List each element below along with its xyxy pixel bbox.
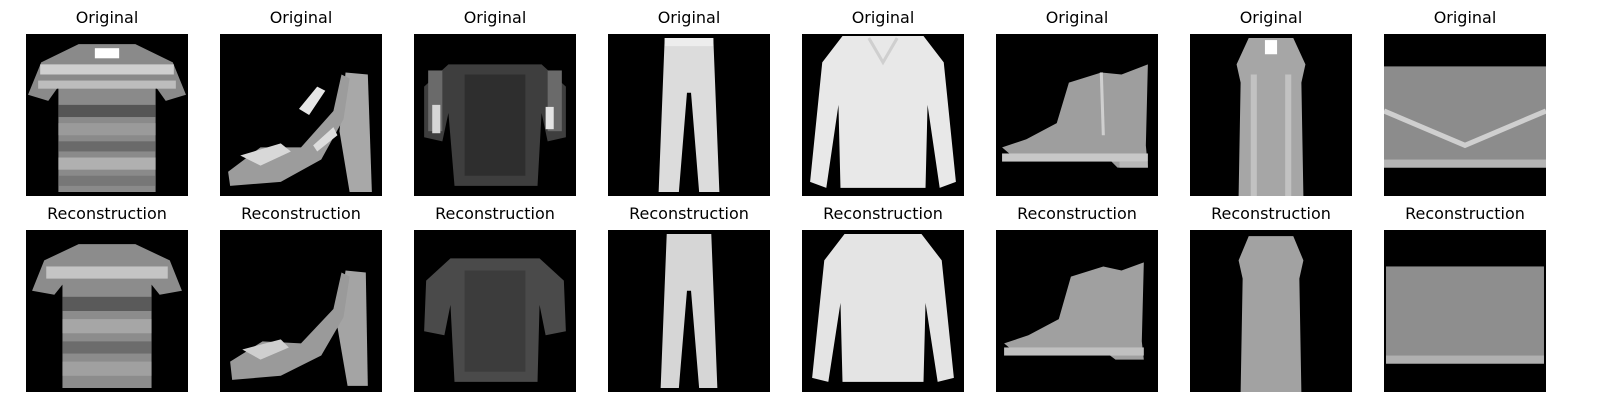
pullover-icon xyxy=(810,36,956,188)
reconstruction-panel-8: Reconstruction xyxy=(1384,196,1546,392)
panel-title: Original xyxy=(1433,8,1497,27)
ankle-boot-icon xyxy=(1004,262,1144,360)
reconstruction-panel-2: Reconstruction xyxy=(220,196,382,392)
original-row: Original Original xyxy=(0,0,1600,196)
reconstruction-image-6 xyxy=(996,230,1158,392)
reconstruction-panel-4: Reconstruction xyxy=(608,196,770,392)
original-image-8 xyxy=(1384,34,1546,196)
sandal-icon xyxy=(228,72,372,192)
panel-title: Original xyxy=(463,8,527,27)
original-image-4 xyxy=(608,34,770,196)
original-panel-1: Original xyxy=(26,0,188,196)
panel-title: Reconstruction xyxy=(823,204,943,223)
reconstruction-image-1 xyxy=(26,230,188,392)
bag-icon xyxy=(1386,266,1544,364)
pullover-icon xyxy=(812,234,954,382)
original-panel-8: Original xyxy=(1384,0,1546,196)
panel-title: Reconstruction xyxy=(629,204,749,223)
reconstruction-image-8 xyxy=(1384,230,1546,392)
reconstruction-image-4 xyxy=(608,230,770,392)
panel-title: Reconstruction xyxy=(1017,204,1137,223)
original-image-7 xyxy=(1190,34,1352,196)
dress-icon xyxy=(1236,38,1306,196)
original-image-5 xyxy=(802,34,964,196)
original-panel-4: Original xyxy=(608,0,770,196)
original-image-1 xyxy=(26,34,188,196)
reconstruction-image-2 xyxy=(220,230,382,392)
original-image-3 xyxy=(414,34,576,196)
panel-title: Original xyxy=(1045,8,1109,27)
panel-title: Original xyxy=(1239,8,1303,27)
panel-title: Reconstruction xyxy=(435,204,555,223)
panel-title: Reconstruction xyxy=(1405,204,1525,223)
original-panel-2: Original xyxy=(220,0,382,196)
dark-top-icon xyxy=(424,258,566,382)
dark-top-icon xyxy=(424,64,566,186)
reconstruction-row: Reconstruction Reconstruction Reconstruc… xyxy=(0,196,1600,392)
reconstruction-image-5 xyxy=(802,230,964,392)
panel-title: Original xyxy=(657,8,721,27)
trouser-icon xyxy=(658,38,720,192)
striped-tshirt-icon xyxy=(28,44,186,192)
dress-icon xyxy=(1238,236,1304,392)
original-image-6 xyxy=(996,34,1158,196)
panel-title: Reconstruction xyxy=(241,204,361,223)
reconstruction-panel-7: Reconstruction xyxy=(1190,196,1352,392)
reconstruction-panel-3: Reconstruction xyxy=(414,196,576,392)
panel-title: Original xyxy=(75,8,139,27)
panel-title: Reconstruction xyxy=(47,204,167,223)
original-panel-7: Original xyxy=(1190,0,1352,196)
panel-title: Reconstruction xyxy=(1211,204,1331,223)
striped-tshirt-icon xyxy=(32,244,182,388)
reconstruction-panel-5: Reconstruction xyxy=(802,196,964,392)
original-panel-3: Original xyxy=(414,0,576,196)
reconstruction-image-7 xyxy=(1190,230,1352,392)
ankle-boot-icon xyxy=(1002,64,1148,168)
sandal-icon xyxy=(230,270,368,386)
reconstruction-panel-6: Reconstruction xyxy=(996,196,1158,392)
panel-title: Original xyxy=(269,8,333,27)
original-panel-5: Original xyxy=(802,0,964,196)
reconstruction-image-3 xyxy=(414,230,576,392)
original-panel-6: Original xyxy=(996,0,1158,196)
panel-title: Original xyxy=(851,8,915,27)
trouser-icon xyxy=(660,234,718,388)
reconstruction-panel-1: Reconstruction xyxy=(26,196,188,392)
bag-icon xyxy=(1384,66,1546,168)
original-image-2 xyxy=(220,34,382,196)
